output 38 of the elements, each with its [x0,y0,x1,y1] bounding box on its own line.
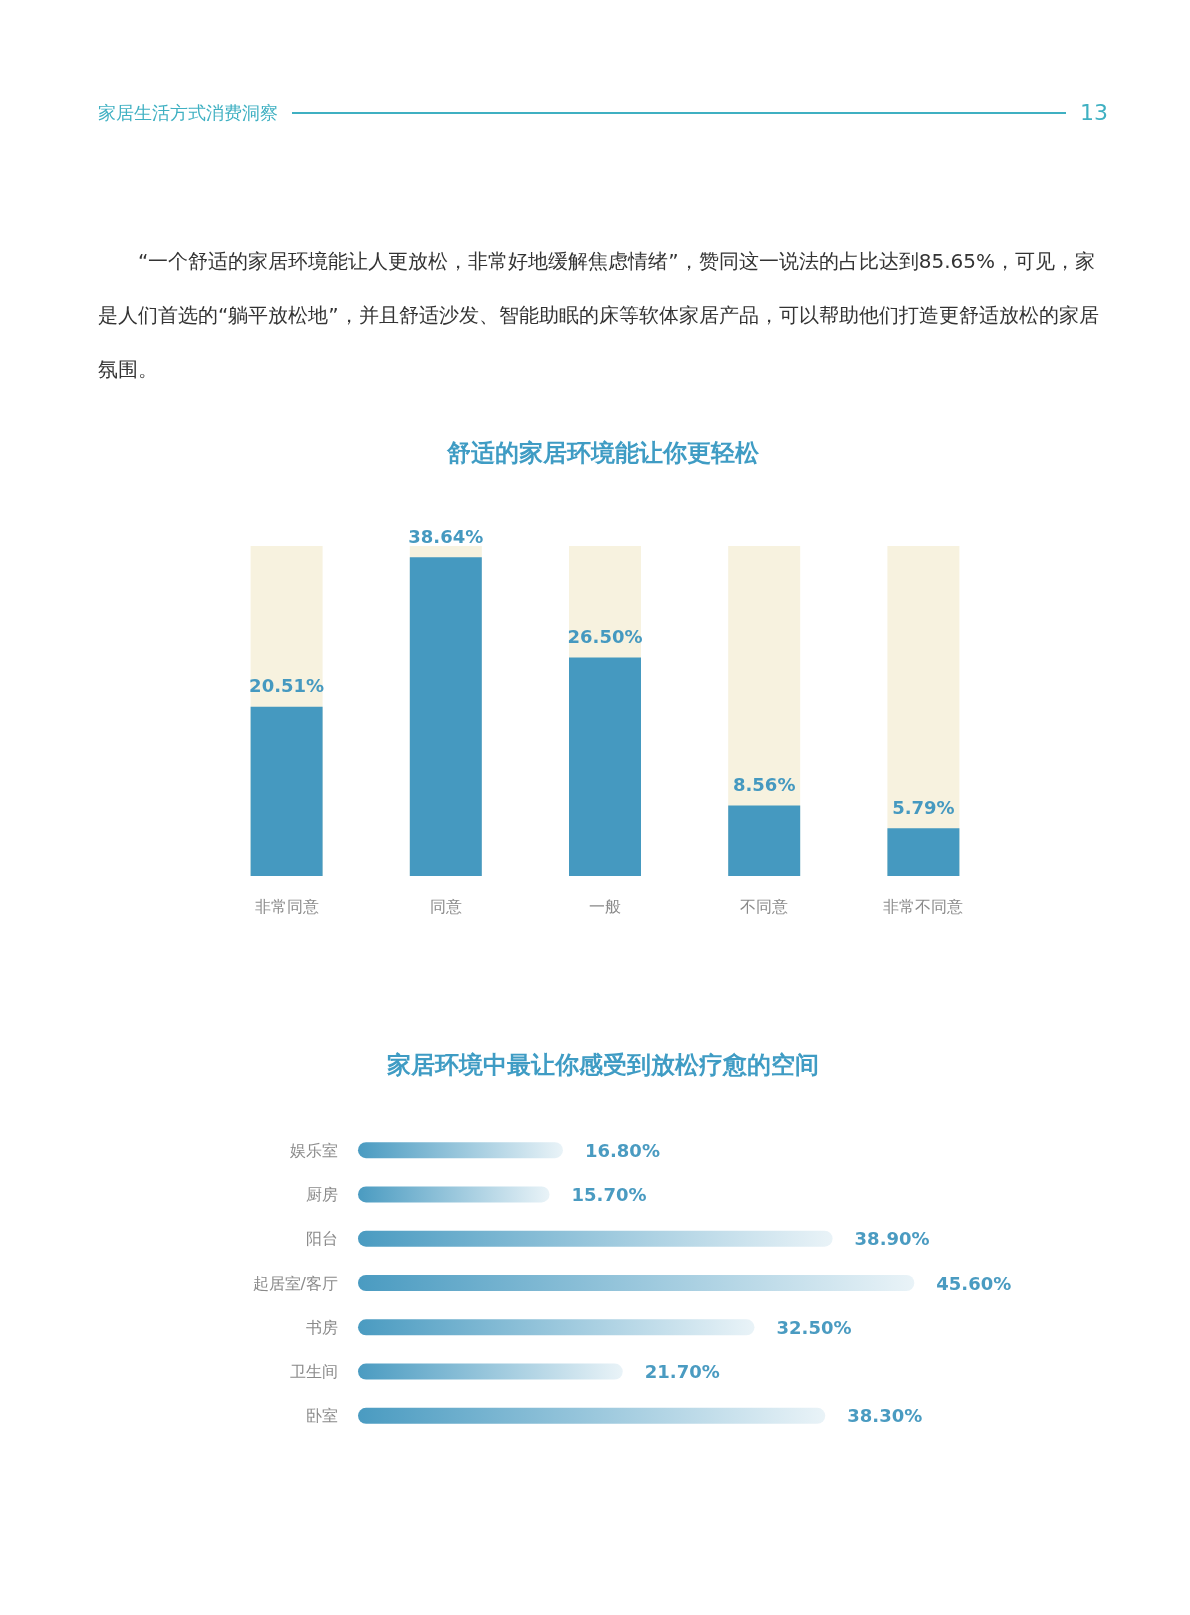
chart-title: 舒适的家居环境能让你更轻松 [446,439,760,467]
bar [358,1230,833,1247]
data-label: 32.50% [776,1316,852,1338]
data-label: 8.56% [732,773,796,795]
bar [358,1407,826,1424]
x-tick-label: 非常同意 [254,896,319,916]
y-tick-label: 娱乐室 [290,1140,338,1160]
data-label: 45.60% [936,1272,1012,1294]
bar [358,1275,915,1291]
data-label: 21.70% [644,1361,720,1383]
x-tick-label: 同意 [429,896,462,916]
x-tick-label: 非常不同意 [883,896,964,916]
data-label: 5.79% [892,796,955,818]
y-tick-label: 厨房 [306,1184,338,1204]
bar [728,805,801,876]
data-label: 20.51% [249,675,325,697]
x-tick-label: 一般 [589,896,621,916]
data-label: 38.90% [854,1228,930,1250]
y-tick-label: 起居室/客厅 [252,1273,338,1293]
y-tick-label: 阳台 [306,1229,338,1249]
bar [358,1363,623,1380]
bar [887,828,960,876]
chart-title: 家居环境中最让你感受到放松疗愈的空间 [386,1051,819,1079]
text: 13 [1080,100,1108,125]
bar [358,1142,563,1159]
text: “一个舒适的家居环境能让人更放松，非常好地缓解焦虑情绪”，赞同这一说法的占比达到85.65%，可见，家是人们首选的“躺平放松地”，并且舒适沙发、智能助眠的床等软体家居产品，可以帮助他们打造更舒适放松的家居氛围。 [98,249,1099,381]
bar [358,1319,755,1336]
y-tick-label: 书房 [306,1317,338,1337]
data-label: 38.30% [847,1405,923,1427]
text: 家居生活方式消费洞察 [98,100,278,125]
data-label: 38.64% [408,525,484,547]
x-tick-label: 不同意 [740,896,789,916]
y-tick-label: 卫生间 [290,1362,338,1382]
bar [358,1186,550,1203]
y-tick-label: 卧室 [306,1406,338,1426]
data-label: 26.50% [567,625,643,647]
data-label: 16.80% [584,1139,660,1161]
data-label: 15.70% [571,1183,647,1205]
